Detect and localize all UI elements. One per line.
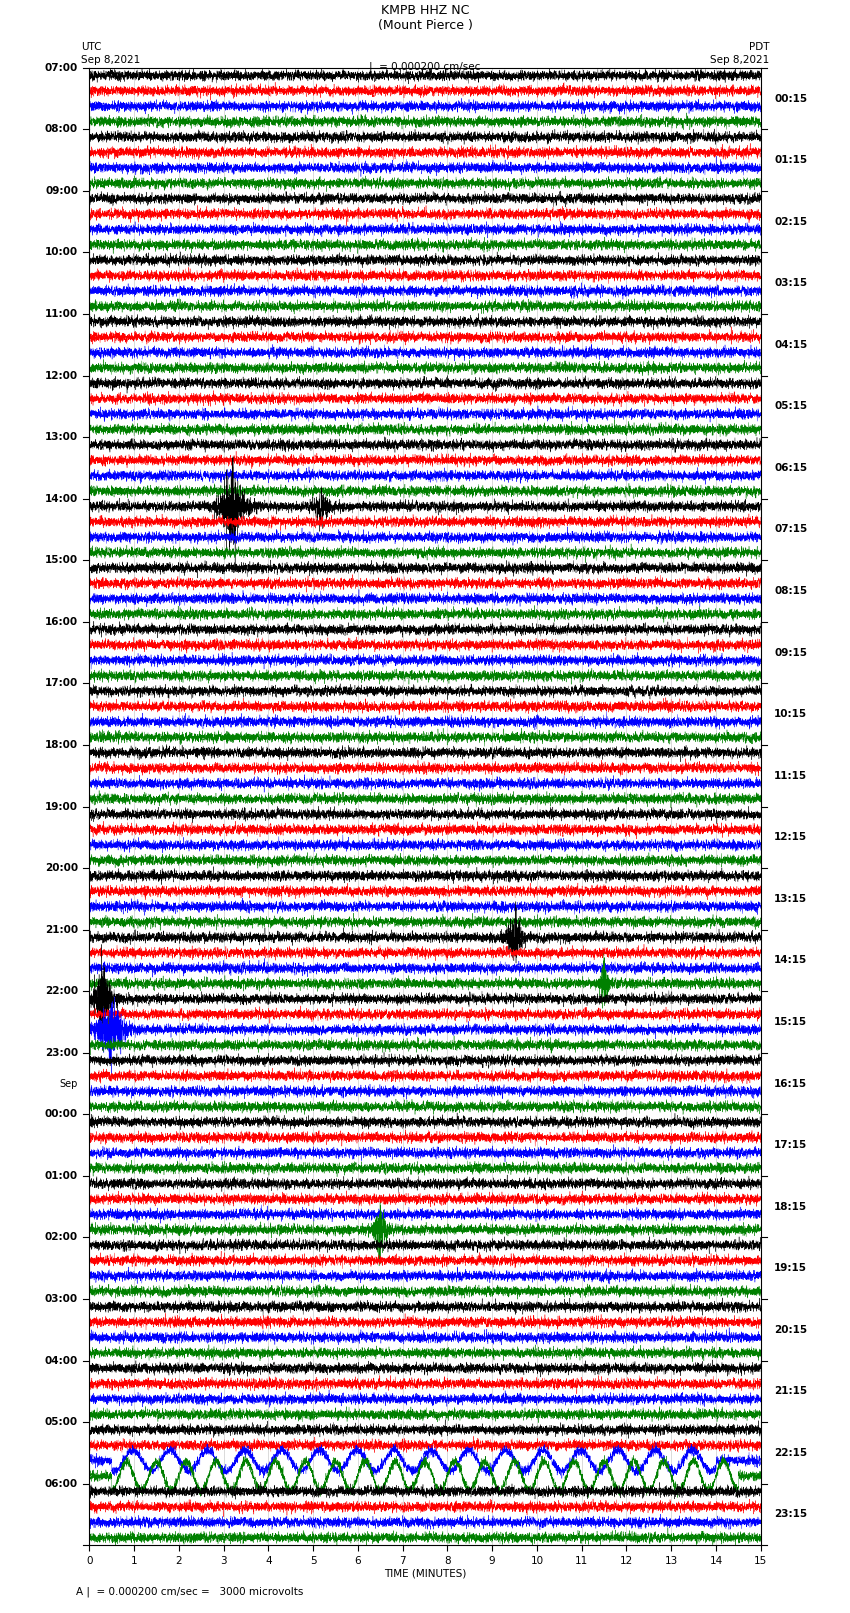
Text: 10:00: 10:00 [45, 247, 78, 258]
Text: 17:00: 17:00 [45, 679, 78, 689]
Text: 02:15: 02:15 [774, 216, 808, 227]
Text: 20:00: 20:00 [45, 863, 78, 873]
Text: 04:00: 04:00 [45, 1355, 78, 1366]
Text: 19:00: 19:00 [45, 802, 78, 811]
Text: 10:15: 10:15 [774, 710, 808, 719]
Text: 07:15: 07:15 [774, 524, 808, 534]
Text: 23:00: 23:00 [45, 1048, 78, 1058]
Text: 19:15: 19:15 [774, 1263, 808, 1273]
Text: 13:15: 13:15 [774, 894, 808, 903]
Text: 09:00: 09:00 [45, 185, 78, 195]
Text: 04:15: 04:15 [774, 340, 808, 350]
Text: 03:15: 03:15 [774, 277, 808, 289]
Text: 06:00: 06:00 [45, 1479, 78, 1489]
Text: 02:00: 02:00 [45, 1232, 78, 1242]
Text: 17:15: 17:15 [774, 1140, 808, 1150]
Text: 16:15: 16:15 [774, 1079, 808, 1089]
Text: 23:15: 23:15 [774, 1510, 808, 1519]
Text: 08:15: 08:15 [774, 586, 808, 597]
Title: KMPB HHZ NC
(Mount Pierce ): KMPB HHZ NC (Mount Pierce ) [377, 3, 473, 32]
Text: 09:15: 09:15 [774, 647, 808, 658]
Text: 20:15: 20:15 [774, 1324, 808, 1336]
Text: 12:00: 12:00 [45, 371, 78, 381]
Text: Sep 8,2021: Sep 8,2021 [710, 55, 769, 65]
Text: 03:00: 03:00 [45, 1294, 78, 1303]
Text: 21:15: 21:15 [774, 1386, 808, 1397]
Text: Sep: Sep [60, 1079, 78, 1089]
Text: 11:00: 11:00 [45, 310, 78, 319]
Text: 18:15: 18:15 [774, 1202, 808, 1211]
Text: 11:15: 11:15 [774, 771, 808, 781]
Text: 14:00: 14:00 [45, 494, 78, 503]
Text: 21:00: 21:00 [45, 924, 78, 934]
Text: 01:00: 01:00 [45, 1171, 78, 1181]
Text: PDT: PDT [749, 42, 769, 52]
Text: 06:15: 06:15 [774, 463, 808, 473]
Text: 07:00: 07:00 [45, 63, 78, 73]
Text: 12:15: 12:15 [774, 832, 808, 842]
Text: 00:15: 00:15 [774, 94, 808, 103]
Text: 08:00: 08:00 [45, 124, 78, 134]
Text: 18:00: 18:00 [45, 740, 78, 750]
Text: 05:00: 05:00 [45, 1418, 78, 1428]
Text: 22:00: 22:00 [45, 986, 78, 997]
Text: UTC: UTC [81, 42, 101, 52]
Text: A |  = 0.000200 cm/sec =   3000 microvolts: A | = 0.000200 cm/sec = 3000 microvolts [76, 1586, 304, 1597]
Text: 05:15: 05:15 [774, 402, 808, 411]
Text: 14:15: 14:15 [774, 955, 808, 966]
Text: 15:15: 15:15 [774, 1016, 808, 1027]
Text: 22:15: 22:15 [774, 1448, 808, 1458]
Text: 16:00: 16:00 [45, 616, 78, 627]
Text: 01:15: 01:15 [774, 155, 808, 165]
Text: 00:00: 00:00 [45, 1110, 78, 1119]
X-axis label: TIME (MINUTES): TIME (MINUTES) [384, 1568, 466, 1579]
Text: Sep 8,2021: Sep 8,2021 [81, 55, 140, 65]
Text: |  = 0.000200 cm/sec: | = 0.000200 cm/sec [369, 61, 481, 73]
Text: 15:00: 15:00 [45, 555, 78, 565]
Text: 13:00: 13:00 [45, 432, 78, 442]
